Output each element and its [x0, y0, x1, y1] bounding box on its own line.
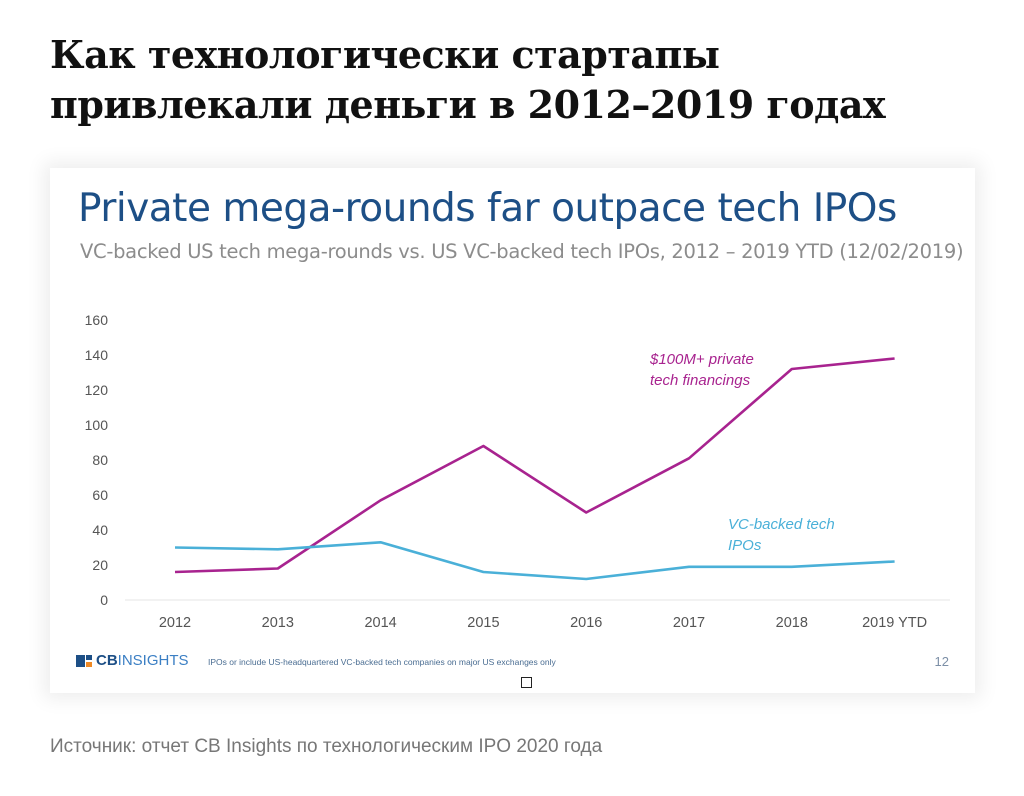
x-axis: 2012 2013 2014 2015 2016 2017 2018 2019 YTD [159, 615, 927, 631]
footnote: IPOs or include US-headquartered VC-back… [208, 657, 556, 667]
x-tick-label: 2016 [570, 615, 602, 631]
series-line-1 [174, 540, 895, 581]
y-axis: 0 20 40 60 80 100 120 140 160 [85, 312, 109, 608]
y-tick-label: 160 [85, 312, 109, 328]
x-tick-label: 2014 [364, 615, 396, 631]
cb-insights-logo-icon [76, 654, 92, 667]
article-title: Как технологически стартапы привлекали д… [50, 32, 886, 127]
x-tick-label: 2019 YTD [862, 615, 927, 631]
y-tick-label: 140 [85, 347, 109, 363]
checkbox-square-icon[interactable] [521, 677, 532, 688]
y-tick-label: 120 [85, 382, 109, 398]
series-lines [174, 357, 895, 581]
x-tick-label: 2015 [467, 615, 499, 631]
source-caption: Источник: отчет CB Insights по технологи… [50, 736, 603, 757]
x-tick-label: 2013 [262, 615, 294, 631]
chart-title: Private mega-rounds far outpace tech IPO… [78, 186, 897, 231]
logo-text-insights: INSIGHTS [117, 652, 189, 669]
series-line-0 [174, 357, 895, 574]
y-tick-label: 100 [85, 417, 109, 433]
chart-subtitle: VC-backed US tech mega-rounds vs. US VC-… [80, 240, 964, 263]
x-tick-label: 2017 [673, 615, 705, 631]
chart-card: Private mega-rounds far outpace tech IPO… [50, 168, 975, 693]
series-label: $100M+ private [649, 351, 754, 368]
page-number: 12 [934, 654, 949, 669]
logo-text-cb: CB [96, 652, 118, 669]
series-labels: $100M+ private tech financings VC-backed t… [649, 351, 835, 554]
y-tick-label: 40 [92, 522, 108, 538]
y-tick-label: 20 [92, 557, 108, 573]
y-tick-label: 0 [100, 592, 108, 608]
series-label: IPOs [728, 537, 762, 554]
x-tick-label: 2012 [159, 615, 191, 631]
y-tick-label: 80 [92, 452, 108, 468]
cb-insights-logo: CB INSIGHTS [76, 652, 189, 669]
x-tick-label: 2018 [776, 615, 808, 631]
series-label: VC-backed tech [728, 516, 835, 533]
y-tick-label: 60 [92, 487, 108, 503]
series-label: tech financings [650, 372, 751, 389]
